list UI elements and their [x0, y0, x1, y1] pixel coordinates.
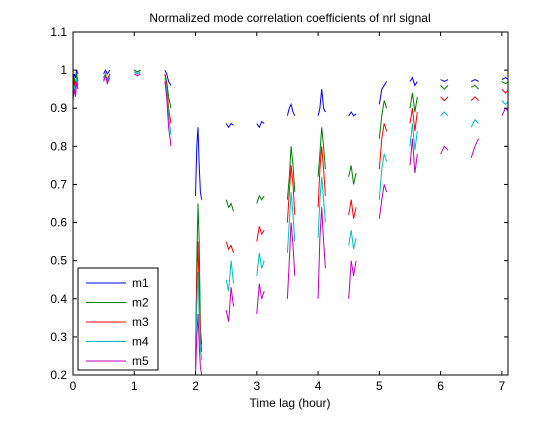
series-m1-segment-9 [348, 111, 357, 117]
series-layer [73, 68, 508, 375]
series-m3-segment-9 [348, 199, 357, 219]
plot-frame [72, 31, 509, 376]
series-m5-segment-11 [409, 138, 418, 174]
series-m2-segment-10 [378, 100, 388, 139]
series-m2-segment-11 [409, 92, 418, 113]
series-m2-segment-12 [440, 85, 449, 90]
legend-label-m1: m1 [132, 276, 149, 290]
series-m5 [73, 73, 508, 375]
series-m1-segment-12 [440, 79, 449, 83]
series-m5-segment-3 [164, 81, 172, 147]
series-m1-segment-1 [103, 68, 111, 75]
x-tick-label: 2 [192, 379, 199, 393]
series-m5-segment-9 [348, 260, 357, 299]
legend-items: m1 m2 m3 m4 m5 [86, 276, 149, 368]
series-m5-segment-8 [317, 207, 326, 299]
series-m4-segment-6 [256, 252, 265, 276]
series-m3-segment-13 [470, 96, 479, 101]
series-m3-segment-4 [195, 241, 203, 356]
series-m4-segment-8 [317, 176, 326, 238]
series-m1-segment-11 [409, 76, 418, 87]
legend: m1 m2 m3 m4 m5 [77, 267, 159, 371]
series-m3-segment-10 [378, 123, 388, 170]
series-m1-segment-10 [378, 81, 388, 105]
y-tick-label: 1.1 [50, 25, 67, 39]
series-m1-segment-6 [256, 120, 265, 129]
x-tick-label: 6 [437, 379, 444, 393]
y-tick-label: 0.9 [50, 101, 67, 115]
series-m3-segment-6 [256, 226, 265, 242]
series-m5-segment-0 [73, 81, 79, 101]
series-m4-segment-10 [378, 153, 388, 200]
series-m3-segment-11 [409, 108, 418, 132]
series-m2-segment-5 [225, 199, 234, 212]
series-m4 [73, 71, 508, 368]
series-m4-segment-4 [195, 272, 203, 368]
series-m5-segment-13 [470, 138, 480, 158]
series-m1 [73, 68, 508, 200]
series-m3-segment-7 [286, 165, 296, 223]
series-m1-segment-3 [164, 69, 172, 86]
x-tick-label: 0 [70, 379, 77, 393]
series-m5-segment-6 [256, 283, 265, 315]
series-m1-segment-8 [317, 89, 326, 116]
series-m5-segment-7 [286, 222, 296, 299]
y-tick-label: 0.8 [50, 139, 67, 153]
y-tick-label: 0.4 [50, 292, 67, 306]
chart-title: Normalized mode correlation coefficients… [149, 11, 430, 25]
legend-label-m2: m2 [132, 296, 149, 310]
series-m3-segment-8 [317, 146, 326, 208]
x-tick-label: 4 [315, 379, 322, 393]
series-m5-segment-1 [103, 73, 111, 86]
series-m1-segment-0 [73, 69, 79, 82]
series-m4-segment-7 [286, 192, 296, 254]
y-tick-label: 0.3 [50, 330, 67, 344]
legend-label-m5: m5 [132, 354, 149, 368]
y-tick-label: 0.2 [50, 368, 67, 382]
series-m5-segment-4 [195, 313, 203, 375]
x-tick-label: 1 [131, 379, 138, 393]
series-m4-segment-11 [409, 123, 418, 151]
series-m2-segment-13 [470, 84, 479, 90]
y-tick-label: 0.7 [50, 177, 67, 191]
legend-box [77, 267, 159, 371]
series-m2-segment-9 [348, 165, 357, 185]
series-m5-segment-12 [440, 145, 449, 155]
y-tick-label: 1 [60, 63, 67, 77]
y-tick-label: 0.5 [50, 254, 67, 268]
series-m4-segment-13 [470, 118, 479, 128]
series-m2-segment-6 [256, 194, 265, 204]
legend-label-m4: m4 [132, 335, 149, 349]
series-m4-segment-5 [225, 260, 234, 292]
series-m1-segment-4 [195, 127, 203, 200]
series-m1-segment-13 [470, 79, 479, 82]
y-tick-label: 0.6 [50, 216, 67, 230]
series-m3-segment-5 [225, 241, 234, 254]
series-m4-segment-3 [164, 77, 172, 135]
series-m2-segment-8 [317, 127, 326, 177]
legend-label-m3: m3 [132, 315, 149, 329]
series-m5-segment-2 [134, 73, 141, 77]
x-tick-label: 5 [376, 379, 383, 393]
x-tick-label: 3 [253, 379, 260, 393]
x-tick-label: 7 [499, 379, 506, 393]
series-m5-segment-10 [378, 184, 388, 219]
series-m4-segment-2 [134, 71, 141, 75]
series-m4-segment-12 [440, 111, 449, 117]
series-m2-segment-2 [134, 69, 141, 73]
series-m2-segment-7 [286, 146, 296, 200]
x-axis-label: Time lag (hour) [250, 396, 331, 410]
series-m3-segment-12 [440, 96, 449, 102]
series-m5-segment-5 [225, 287, 234, 322]
series-m1-segment-5 [225, 122, 234, 129]
tick-layer: 0 1 2 3 4 5 6 7 0.2 0.3 0.4 0.5 0.6 0.7 0.8 0.9 1 1.1 [50, 25, 508, 393]
series-m4-segment-9 [348, 230, 357, 250]
series-m1-segment-7 [286, 102, 296, 117]
